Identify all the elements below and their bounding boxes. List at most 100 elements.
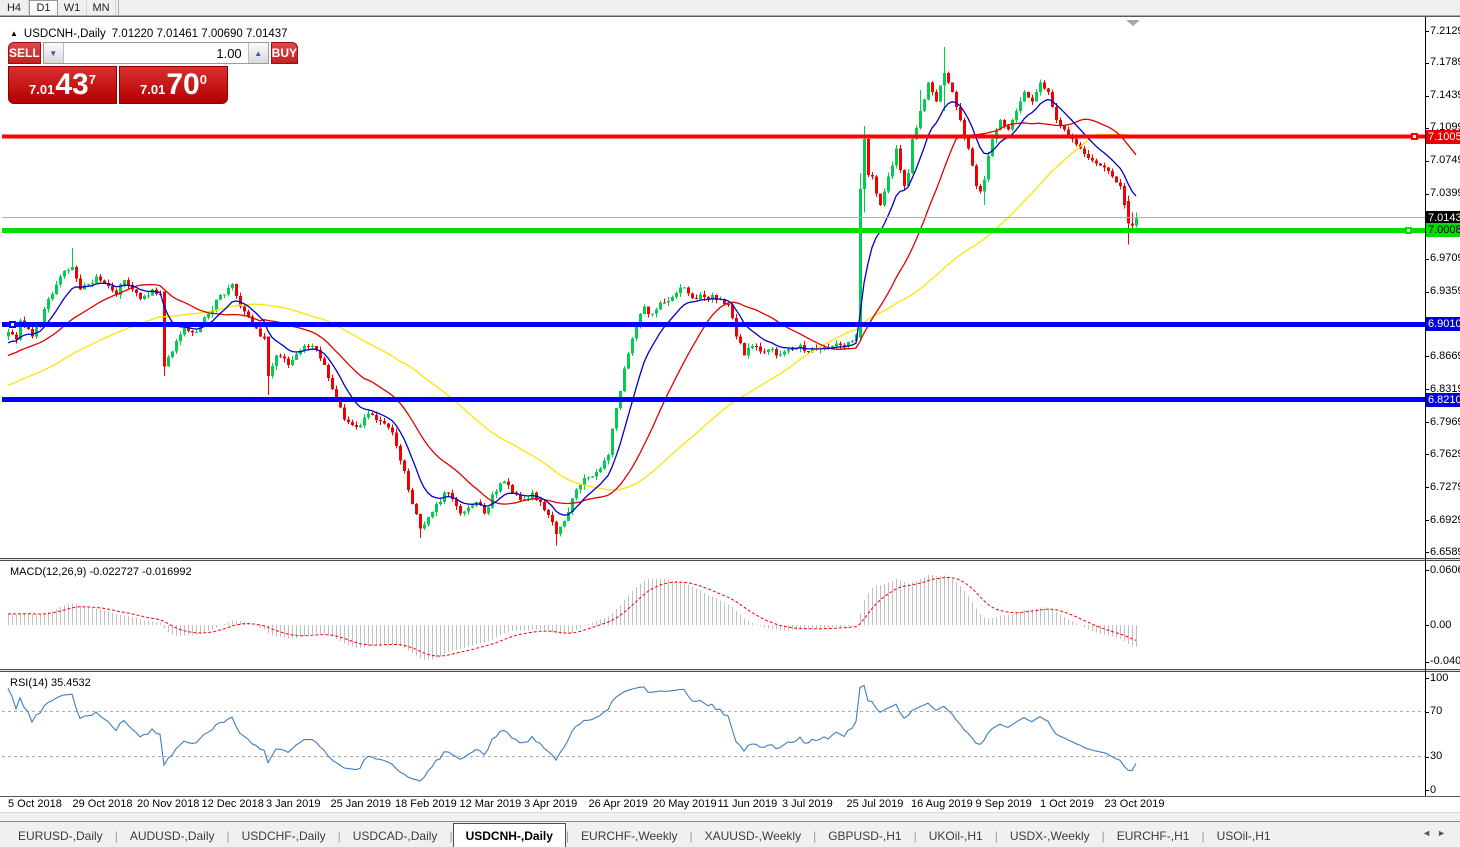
sell-price-pips: 43	[55, 68, 89, 101]
chart-tab-eurchf-h1[interactable]: EURCHF-,H1	[1116, 829, 1190, 843]
price-axis-tick	[1425, 552, 1429, 553]
macd-axis-tick	[1425, 570, 1429, 572]
chart-tab-bar: EURUSD-,Daily | AUDUSD-,Daily | USDCHF-,Dail…	[0, 821, 1460, 847]
chart-tab-usdchf-daily[interactable]: USDCHF-,Daily	[241, 829, 326, 843]
price-axis-tick-label: 6.83190	[1430, 382, 1460, 395]
ma-10-line	[7, 98, 1137, 516]
price-axis-tick-label: 6.76290	[1430, 447, 1460, 460]
tab-separator: |	[813, 828, 817, 843]
rsi-panel[interactable]	[2, 672, 1425, 796]
date-axis-label: 18 Feb 2019	[395, 798, 457, 810]
price-axis-tick	[1425, 487, 1429, 489]
tab-separator: |	[913, 828, 917, 843]
chart-scroll-strip[interactable]	[0, 812, 1460, 821]
price-axis-tick	[1425, 31, 1429, 32]
date-axis-label: 1 Oct 2019	[1040, 798, 1094, 810]
price-axis-tick	[1425, 258, 1429, 260]
tab-separator: |	[114, 828, 118, 843]
chart-tab-gbpusd-h1[interactable]: GBPUSD-,H1	[828, 829, 902, 843]
chart-tab-eurusd-daily[interactable]: EURUSD-,Daily	[18, 829, 103, 843]
sell-price-point: 7	[88, 71, 96, 87]
chart-tab-eurchf-weekly[interactable]: EURCHF-,Weekly	[581, 829, 678, 843]
tab-scroll-left-icon[interactable]: ◄	[1422, 828, 1438, 838]
line-handle[interactable]	[1411, 133, 1418, 141]
chart-tab-usoil-h1[interactable]: USOil-,H1	[1216, 829, 1271, 843]
date-axis-label: 12 Dec 2018	[201, 798, 264, 810]
macd-axis-tick	[1425, 625, 1429, 626]
chart-shift-marker-icon[interactable]	[1126, 20, 1140, 26]
date-axis-label: 25 Jul 2019	[846, 798, 904, 810]
panel-splitter[interactable]	[0, 669, 1460, 672]
horizontal-line-6.82103[interactable]	[2, 397, 1425, 403]
tab-separator: |	[449, 828, 453, 843]
chart-frame-top	[0, 16, 1460, 17]
price-axis-tick	[1425, 454, 1429, 456]
panel-splitter[interactable]	[0, 558, 1460, 561]
price-axis-tick-label: 7.07490	[1430, 154, 1460, 167]
price-axis-tick-label: 6.93590	[1430, 285, 1460, 297]
date-axis-label: 23 Oct 2019	[1104, 798, 1165, 810]
buy-price-main: 7.01	[140, 81, 166, 97]
sell-price-button[interactable]: 7.01 43 7	[8, 66, 117, 104]
date-axis-label: 9 Sep 2019	[975, 798, 1032, 810]
tab-separator: |	[689, 828, 693, 843]
date-axis-label: 20 Nov 2018	[137, 798, 200, 810]
horizontal-line-7.00089[interactable]	[2, 227, 1425, 233]
ma-25-line	[7, 118, 1137, 505]
buy-price-button[interactable]: 7.01 70 0	[119, 66, 228, 104]
macd-signal-line	[7, 576, 1137, 657]
chart-frame-bottom	[0, 796, 1460, 797]
rsi-line	[7, 684, 1137, 782]
timeframe-button-w1[interactable]: W1	[58, 0, 87, 15]
one-click-collapse-icon[interactable]: ▲	[10, 29, 18, 38]
chart-tab-usdcad-daily[interactable]: USDCAD-,Daily	[352, 829, 438, 843]
rsi-axis-tick	[1425, 756, 1429, 758]
date-axis-label: 3 Jan 2019	[266, 798, 321, 810]
chart-tab-audusd-daily[interactable]: AUDUSD-,Daily	[129, 829, 215, 843]
price-axis-tick	[1425, 389, 1429, 391]
price-axis-tick-label: 7.14390	[1430, 89, 1460, 102]
volume-spinner: ▼ ▲	[42, 42, 269, 64]
macd-axis-tick-label: -0.04043	[1430, 655, 1460, 668]
timeframe-button-d1[interactable]: D1	[29, 0, 58, 15]
date-axis: 5 Oct 2018 29 Oct 2018 20 Nov 2018 12 Dec 2…	[0, 797, 1460, 812]
price-axis-tick-label: 6.72790	[1430, 480, 1460, 493]
price-level-label: 6.90100	[1426, 317, 1460, 332]
buy-price-point: 0	[199, 71, 207, 87]
timeframe-toolbar: H4 D1 W1 MN	[0, 0, 1460, 16]
line-handle[interactable]	[9, 320, 16, 328]
chart-tab-usdx-weekly[interactable]: USDX-,Weekly	[1009, 829, 1090, 843]
price-axis-tick	[1425, 291, 1429, 293]
price-level-label: 7.01437	[1426, 210, 1460, 225]
timeframe-button-h4[interactable]: H4	[0, 0, 29, 15]
volume-increase-button[interactable]: ▲	[247, 43, 268, 63]
buy-button[interactable]: BUY	[270, 42, 299, 64]
ohlc-values: 7.01220 7.01461 7.00690 7.01437	[111, 28, 288, 40]
chart-tab-ukoil-h1[interactable]: UKOil-,H1	[928, 829, 983, 843]
tab-scroll-right-icon[interactable]: ►	[1437, 828, 1452, 838]
price-level-label: 6.82103	[1426, 392, 1460, 407]
chart-tab-xauusd-weekly[interactable]: XAUUSD-,Weekly	[704, 829, 802, 843]
date-axis-label: 16 Aug 2019	[911, 798, 973, 810]
tab-separator: |	[337, 828, 341, 843]
sell-button[interactable]: SELL	[8, 42, 41, 64]
horizontal-line-6.901[interactable]	[2, 321, 1425, 327]
price-chart-panel[interactable]	[2, 17, 1425, 558]
date-axis-label: 29 Oct 2018	[72, 798, 133, 810]
macd-axis-tick	[1425, 661, 1429, 663]
horizontal-line-7.10051[interactable]	[2, 134, 1425, 139]
tab-scroll-arrows[interactable]: ◄►	[1422, 828, 1452, 838]
timeframe-button-mn[interactable]: MN	[87, 0, 116, 15]
volume-input[interactable]	[63, 43, 248, 63]
price-axis-tick-label: 6.69290	[1430, 513, 1460, 526]
line-handle[interactable]	[1405, 226, 1412, 234]
macd-panel[interactable]	[2, 561, 1425, 669]
date-axis-label: 3 Jul 2019	[782, 798, 833, 810]
volume-decrease-button[interactable]: ▼	[43, 43, 64, 63]
chart-ohlc-info: ▲ USDCNH-,Daily 7.01220 7.01461 7.00690 …	[10, 28, 288, 40]
chart-tab-usdcnh-daily[interactable]: USDCNH-,Daily	[452, 823, 566, 847]
tab-separator: |	[1101, 828, 1105, 843]
price-axis-tick-label: 6.97090	[1430, 252, 1460, 265]
price-axis-tick	[1425, 422, 1429, 424]
